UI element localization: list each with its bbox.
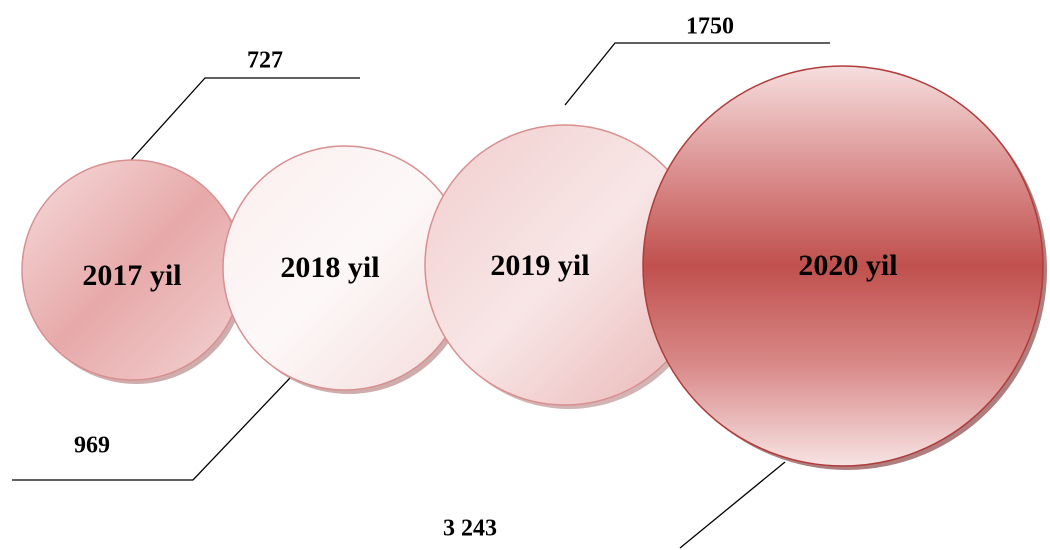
node-label: 2018 yil	[280, 251, 379, 284]
node-value: 727	[247, 48, 283, 74]
leader-line	[12, 377, 291, 481]
node-label: 2017 yil	[82, 259, 181, 292]
circle	[642, 65, 1044, 467]
leader-line	[121, 77, 360, 171]
leader-line	[564, 42, 830, 106]
node-value: 3 243	[443, 516, 497, 542]
leader-line	[679, 461, 786, 549]
node-value: 1750	[686, 14, 734, 40]
node-label: 2019 yil	[490, 249, 589, 282]
node-value: 969	[74, 433, 110, 459]
node-label: 2020 yil	[798, 249, 897, 282]
